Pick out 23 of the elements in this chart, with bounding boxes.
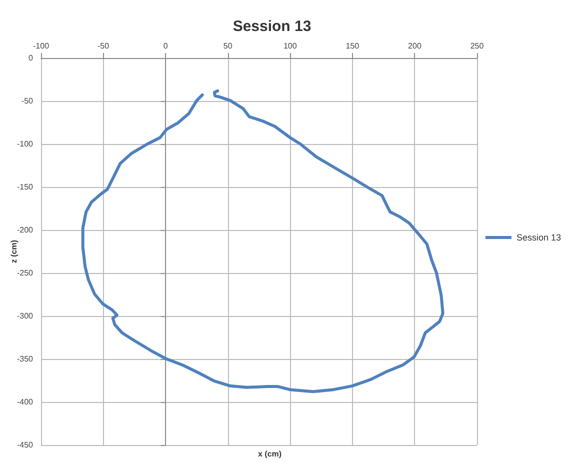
y-tick-label: -100 xyxy=(16,140,34,148)
y-tick-label: -400 xyxy=(16,398,34,406)
y-tick-label: -250 xyxy=(16,268,34,278)
y-tick-label: -50 xyxy=(21,96,34,106)
y-tick-label: -450 xyxy=(16,440,34,450)
x-tick-label: -50 xyxy=(98,42,110,50)
x-tick-label: 50 xyxy=(223,42,233,50)
line-series xyxy=(81,89,444,394)
legend-label: Session 13 xyxy=(516,232,561,242)
y-tick-label: -350 xyxy=(16,354,34,364)
y-tick-label: 0 xyxy=(28,54,34,62)
y-tick-label: -300 xyxy=(16,312,34,320)
x-tick-label: 200 xyxy=(408,42,422,50)
y-tick-label: -200 xyxy=(16,226,34,234)
y-axis-title: z (cm) xyxy=(10,240,18,264)
x-tick-label: 0 xyxy=(163,42,168,50)
x-tick-label: 250 xyxy=(470,42,484,50)
chart-title: Session 13 xyxy=(232,18,312,35)
x-tick-label: 150 xyxy=(346,42,360,50)
x-tick-label: 100 xyxy=(283,42,298,50)
x-tick-label: -100 xyxy=(32,42,50,50)
x-axis-title: x (cm) xyxy=(258,450,282,458)
y-tick-label: -150 xyxy=(16,182,34,192)
